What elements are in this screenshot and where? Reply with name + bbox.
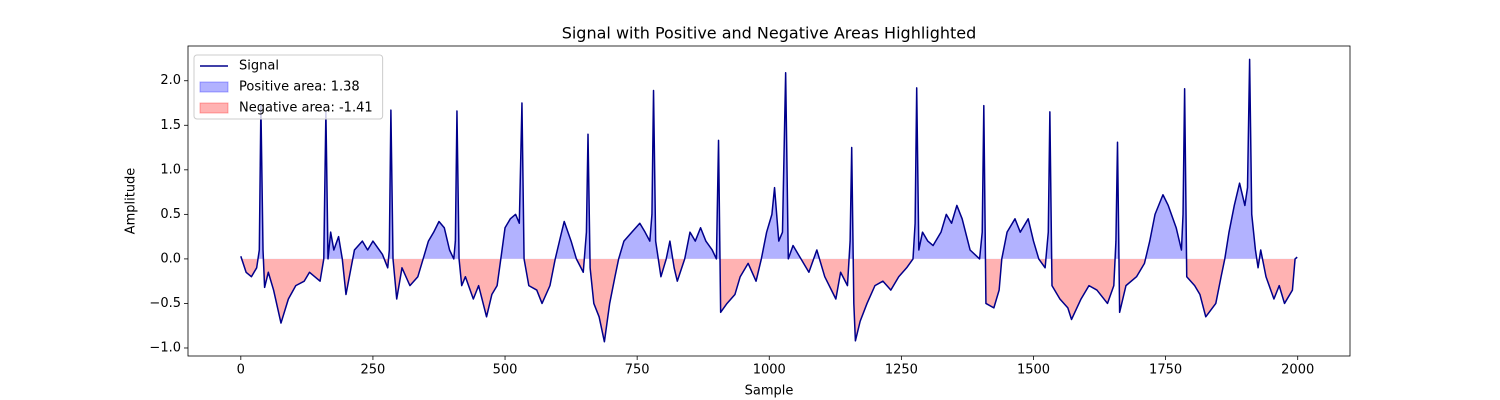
x-tick-label: 1000 xyxy=(753,363,786,378)
x-tick-label: 1250 xyxy=(885,363,918,378)
signal-line xyxy=(240,58,1298,343)
y-tick-label: 0.5 xyxy=(160,207,181,222)
legend-swatch xyxy=(199,102,229,114)
legend-label: Signal xyxy=(239,59,279,74)
x-tick-label: 250 xyxy=(361,363,386,378)
x-tick-label: 1500 xyxy=(1017,363,1050,378)
y-tick-label: 1.5 xyxy=(160,118,181,133)
x-tick-label: 750 xyxy=(625,363,650,378)
x-tick-label: 1750 xyxy=(1149,363,1182,378)
y-tick-label: 0.0 xyxy=(160,251,181,266)
area-fill xyxy=(241,258,1296,342)
x-tick-label: 0 xyxy=(237,363,245,378)
legend-label: Negative area: -1.41 xyxy=(239,101,373,116)
x-tick-label: 500 xyxy=(493,363,518,378)
chart-title: Signal with Positive and Negative Areas … xyxy=(562,24,977,43)
x-tick-label: 2000 xyxy=(1281,363,1314,378)
x-axis-label: Sample xyxy=(745,384,794,399)
area-fill xyxy=(240,59,1298,259)
y-axis-label: Amplitude xyxy=(124,168,139,235)
legend-label: Positive area: 1.38 xyxy=(239,80,360,95)
y-tick-label: −0.5 xyxy=(149,296,181,311)
y-tick-label: 2.0 xyxy=(160,73,181,88)
legend-box xyxy=(193,54,384,120)
legend-swatch xyxy=(199,81,229,93)
y-tick-label: 1.0 xyxy=(160,162,181,177)
y-tick-label: −1.0 xyxy=(149,340,181,355)
